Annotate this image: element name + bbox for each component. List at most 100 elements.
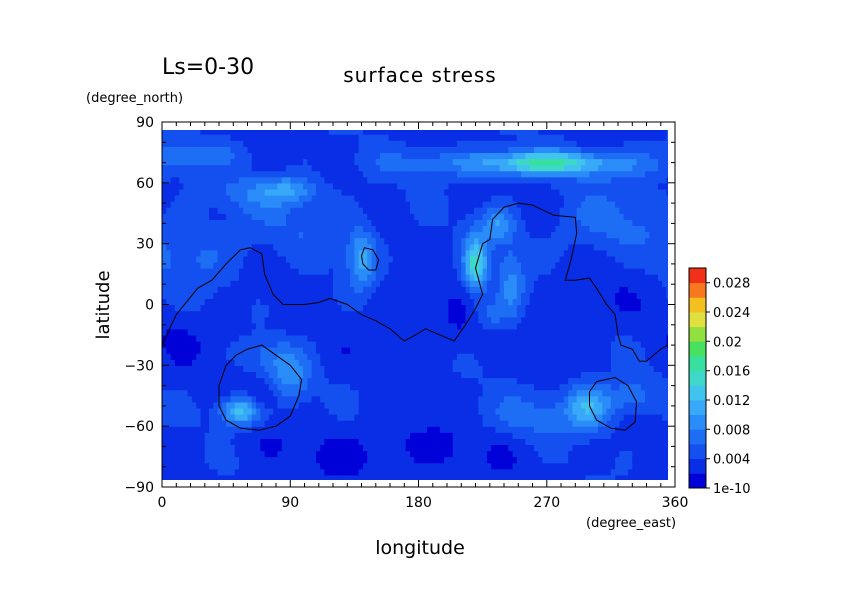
heatmap-cell: [324, 237, 330, 245]
heatmap-cell: [298, 310, 304, 318]
heatmap-cell: [191, 450, 197, 458]
heatmap-cell: [315, 243, 321, 251]
heatmap-cell: [170, 280, 176, 287]
heatmap-cell: [380, 450, 385, 458]
heatmap-cell: [375, 420, 381, 427]
heatmap-cell: [516, 432, 522, 439]
heatmap-cell: [315, 334, 321, 342]
heatmap-cell: [320, 377, 326, 385]
heatmap-cell: [405, 286, 411, 293]
heatmap-cell: [191, 462, 197, 470]
heatmap-cell: [174, 420, 180, 427]
heatmap-cell: [542, 316, 548, 324]
heatmap-cell: [606, 261, 612, 269]
heatmap-cell: [576, 444, 582, 452]
heatmap-cell: [439, 462, 445, 470]
heatmap-cell: [294, 407, 300, 415]
heatmap-cell: [350, 237, 355, 245]
heatmap-cell: [568, 322, 574, 330]
heatmap-cell: [585, 249, 591, 257]
heatmap-cell: [555, 237, 561, 245]
heatmap-cell: [478, 261, 484, 269]
heatmap-cell: [645, 316, 650, 324]
heatmap-cell: [294, 328, 300, 336]
heatmap-cell: [337, 310, 343, 318]
heatmap-cell: [632, 468, 638, 476]
heatmap-cell: [324, 298, 330, 306]
heatmap-cell: [422, 420, 428, 427]
heatmap-cell: [533, 426, 539, 433]
heatmap-cell: [542, 298, 548, 306]
heatmap-cell: [486, 468, 492, 476]
heatmap-cell: [405, 334, 411, 342]
heatmap-cell: [409, 341, 415, 348]
heatmap-cell: [341, 353, 347, 360]
heatmap-cell: [627, 389, 633, 397]
heatmap-cell: [247, 347, 253, 354]
heatmap-cell: [657, 328, 663, 336]
heatmap-cell: [243, 249, 249, 257]
heatmap-cell: [298, 353, 304, 360]
heatmap-cell: [200, 347, 206, 354]
heatmap-cell: [495, 432, 501, 439]
heatmap-cell: [414, 474, 420, 480]
heatmap-cell: [401, 316, 407, 324]
heatmap-cell: [533, 383, 539, 391]
heatmap-cell: [298, 395, 304, 403]
heatmap-cell: [662, 334, 668, 342]
heatmap-cell: [572, 310, 578, 318]
heatmap-cell: [657, 286, 663, 293]
heatmap-cell: [337, 280, 343, 287]
heatmap-cell: [640, 414, 646, 421]
heatmap-cell: [337, 444, 343, 452]
heatmap-cell: [657, 383, 663, 391]
heatmap-cell: [409, 322, 415, 330]
heatmap-cell: [632, 383, 638, 391]
heatmap-cell: [431, 347, 437, 354]
heatmap-cell: [448, 450, 454, 458]
heatmap-cell: [439, 371, 445, 379]
heatmap-cell: [533, 280, 539, 287]
heatmap-cell: [632, 347, 638, 354]
heatmap-cell: [589, 401, 595, 409]
heatmap-cell: [414, 456, 420, 464]
heatmap-cell: [388, 456, 394, 464]
heatmap-cell: [230, 274, 236, 281]
heatmap-cell: [636, 389, 642, 397]
heatmap-cell: [294, 334, 300, 342]
heatmap-cell: [448, 426, 454, 433]
heatmap-cell: [281, 420, 287, 427]
heatmap-cell: [324, 444, 330, 452]
heatmap-cell: [551, 322, 556, 330]
heatmap-cell: [491, 286, 497, 293]
heatmap-cell: [200, 468, 206, 476]
heatmap-cell: [196, 450, 202, 458]
heatmap-cell: [204, 310, 210, 318]
heatmap-cell: [563, 414, 569, 421]
heatmap-cell: [427, 237, 432, 245]
heatmap-cell: [230, 322, 236, 330]
heatmap-cell: [427, 255, 432, 263]
heatmap-cell: [593, 444, 599, 452]
heatmap-cell: [448, 407, 454, 415]
heatmap-cell: [563, 371, 569, 379]
heatmap-cell: [580, 407, 586, 415]
heatmap-cell: [580, 304, 586, 312]
heatmap-cell: [418, 468, 424, 476]
heatmap-cell: [448, 322, 454, 330]
heatmap-cell: [495, 365, 501, 373]
heatmap-cell: [234, 426, 240, 433]
heatmap-cell: [657, 249, 663, 257]
heatmap-cell: [465, 280, 471, 287]
heatmap-cell: [371, 328, 377, 336]
heatmap-cell: [653, 268, 659, 275]
heatmap-cell: [568, 450, 574, 458]
heatmap-cell: [456, 286, 462, 293]
heatmap-cell: [294, 298, 300, 306]
heatmap-cell: [508, 243, 514, 251]
heatmap-cell: [576, 249, 582, 257]
heatmap-cell: [598, 389, 603, 397]
heatmap-cell: [478, 371, 484, 379]
heatmap-cell: [525, 274, 531, 281]
heatmap-cell: [238, 468, 244, 476]
